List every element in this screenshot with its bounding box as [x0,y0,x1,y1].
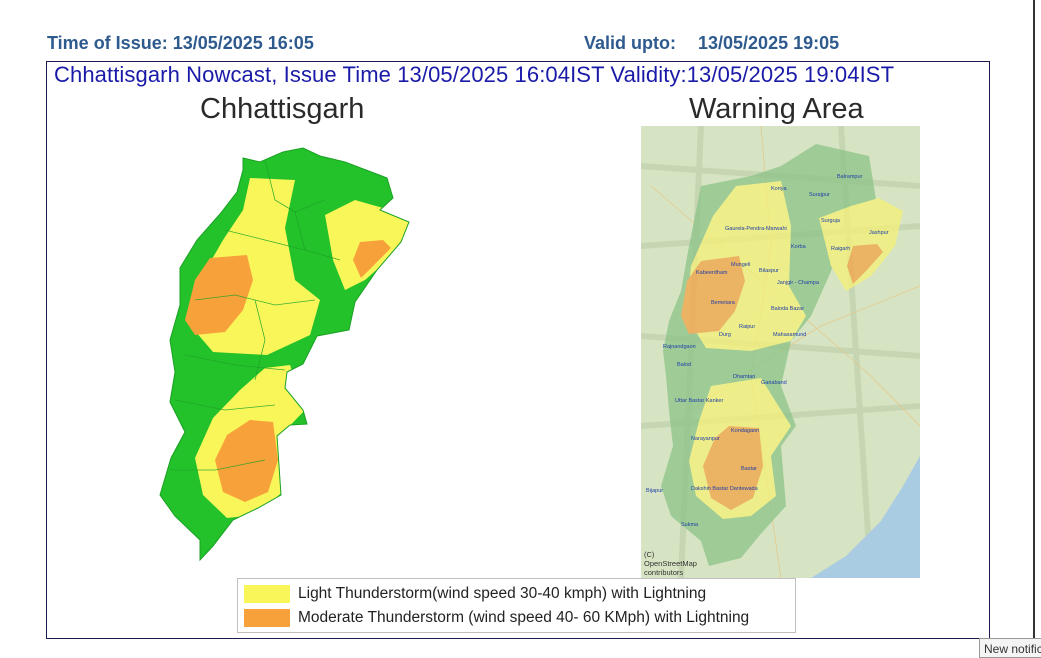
district-label: Bastar [741,466,757,472]
yellow-overlay-northeast [819,198,903,291]
legend-swatch-yellow [244,585,290,603]
warning-area-title: Warning Area [689,93,864,125]
orange-overlay-south [703,426,763,510]
district-label: Dakshin Bastar Dantewada [691,486,759,492]
district-label: Sukma [681,522,699,528]
valid-upto-value: 13/05/2025 19:05 [698,33,840,53]
orange-zone-south [215,420,278,502]
district-label: Surajpur [809,192,830,198]
district-label: Mahasamund [773,332,806,338]
district-label: Balrampur [837,174,863,180]
district-label: Kabeerdham [696,270,728,276]
district-label: Jashpur [869,230,889,236]
district-label: Raigarh [831,246,850,252]
district-label: Rajnandgaon [663,344,696,350]
orange-overlay-north [681,256,745,334]
bulletin-frame [46,61,990,639]
district-label: Gaurela-Pendra-Marwahi [725,226,787,232]
time-of-issue: Time of Issue: 13/05/2025 16:05 [47,33,314,53]
legend-item-moderate: Moderate Thunderstorm (wind speed 40- 60… [244,608,749,628]
district-labels: Balrampur Koriya Surajpur Surguja Jashpu… [646,174,889,528]
orange-zone-northeast [353,240,391,278]
district-label: Baloda Bazar [771,306,804,312]
nowcast-banner: Chhattisgarh Nowcast, Issue Time 13/05/2… [54,62,895,87]
chhattisgarh-map [159,147,410,562]
district-label: Narayanpur [691,436,720,442]
district-label: Kondagaon [731,428,759,434]
orange-overlay-northeast [847,244,883,284]
district-label: Korba [791,244,807,250]
attribution-line: OpenStreetMap [644,559,697,568]
district-label: Dhamtari [733,374,755,380]
new-notifications-toast[interactable]: New notifications [979,638,1041,658]
osm-attribution: (C) OpenStreetMap contributors [644,550,697,577]
attribution-line: (C) [644,550,655,559]
state-border [159,147,410,562]
district-label: Bemetara [711,300,736,306]
district-label: Uttar Bastar Kanker [675,398,723,404]
highlighted-zones [661,144,903,566]
district-label: Mungeli [731,262,750,268]
district-label: Koriya [771,186,788,192]
warning-area-map: Balrampur Koriya Surajpur Surguja Jashpu… [641,126,920,578]
legend-item-light: Light Thunderstorm(wind speed 30-40 kmph… [244,584,706,604]
legend-label-moderate: Moderate Thunderstorm (wind speed 40- 60… [298,609,750,626]
state-map-title: Chhattisgarh [200,93,365,125]
orange-zone-north [185,255,253,335]
district-label: Durg [719,332,731,338]
district-label: Balod [677,362,691,368]
page-edge-divider [1033,0,1035,658]
valid-upto: Valid upto: 13/05/2025 19:05 [584,33,839,54]
district-label: Bijapur [646,488,663,494]
district-label: Bilaspur [759,268,779,274]
district-label: Raipur [739,324,755,330]
district-label: Janjgir - Champa [777,280,820,286]
attribution-line: contributors [644,568,683,577]
legend-swatch-orange [244,609,290,627]
legend-label-light: Light Thunderstorm(wind speed 30-40 kmph… [298,585,707,602]
valid-upto-label: Valid upto: [584,33,676,53]
map-legend: Light Thunderstorm(wind speed 30-40 kmph… [237,578,796,633]
district-label: Surguja [821,218,841,224]
district-boundaries [170,159,341,471]
district-label: Gariaband [761,380,787,386]
sea-area [811,456,920,578]
